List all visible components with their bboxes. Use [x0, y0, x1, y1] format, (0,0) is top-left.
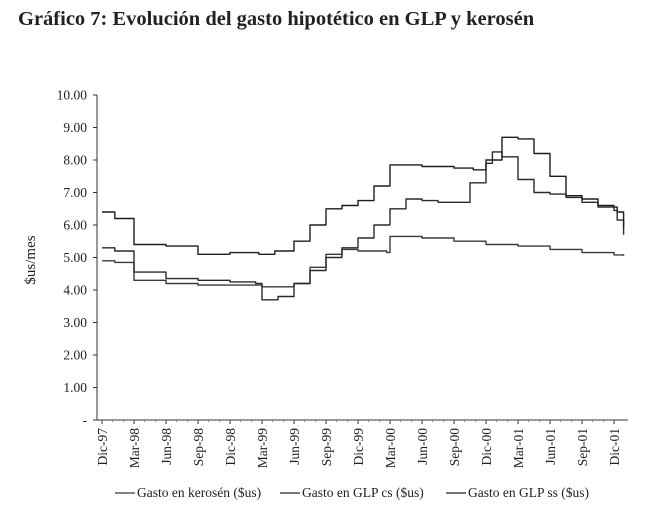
y-tick-label: 3.00: [63, 315, 87, 330]
y-tick-label: 1.00: [63, 380, 87, 395]
y-tick-label: 8.00: [63, 153, 87, 168]
series-lines: [102, 136, 625, 301]
series-line-1: [102, 235, 625, 288]
x-tick-label: Dic-01: [607, 428, 622, 466]
y-tick-label: 4.00: [63, 283, 87, 298]
x-tick-label: Sep-00: [447, 428, 462, 466]
x-tick-label: Sep-01: [575, 428, 590, 466]
y-tick-label: 6.00: [63, 218, 87, 233]
y-tick-label: 10.00: [57, 88, 88, 103]
legend: Gasto en kerosén ($us) Gasto en GLP cs ($…: [115, 485, 589, 500]
series-line-3: [102, 136, 625, 255]
x-tick-label: Dic-98: [223, 428, 238, 466]
x-tick-label: Dic-99: [351, 428, 366, 466]
axes: [96, 95, 628, 421]
x-tick-label: Mar-00: [383, 428, 398, 468]
legend-label-1: Gasto en kerosén ($us): [137, 485, 261, 500]
y-tick-label: -: [83, 413, 88, 428]
y-axis-ticks: - 1.00 2.00 3.00 4.00 5.00 6.00 7.00 8.00 9.00 10.…: [57, 88, 97, 428]
x-tick-label: Dic-97: [95, 428, 110, 466]
x-tick-label: Sep-99: [319, 428, 334, 466]
y-tick-label: 9.00: [63, 120, 87, 135]
y-tick-label: 5.00: [63, 250, 87, 265]
y-tick-label: 7.00: [63, 185, 87, 200]
x-tick-label: Jun-99: [287, 428, 302, 465]
y-tick-label: 2.00: [63, 348, 87, 363]
x-tick-label: Mar-99: [255, 428, 270, 468]
x-tick-label: Jun-01: [543, 428, 558, 465]
x-tick-label: Dic-00: [479, 428, 494, 466]
y-axis-label: $us/mes: [23, 235, 39, 284]
x-axis-ticks: Dic-97 Mar-98 Jun-98 Sep-98 Dic-98 Mar-99 Jun-…: [95, 420, 622, 468]
x-tick-label: Sep-98: [191, 428, 206, 466]
series-line-2: [102, 151, 625, 301]
x-tick-label: Mar-98: [127, 428, 142, 468]
x-tick-label: Mar-01: [511, 428, 526, 468]
x-tick-label: Jun-98: [159, 428, 174, 465]
legend-label-3: Gasto en GLP ss ($us): [468, 485, 589, 500]
legend-label-2: Gasto en GLP cs ($us): [302, 485, 424, 500]
chart-title: Gráfico 7: Evolución del gasto hipotétic…: [18, 8, 535, 30]
x-tick-label: Jun-00: [415, 428, 430, 465]
